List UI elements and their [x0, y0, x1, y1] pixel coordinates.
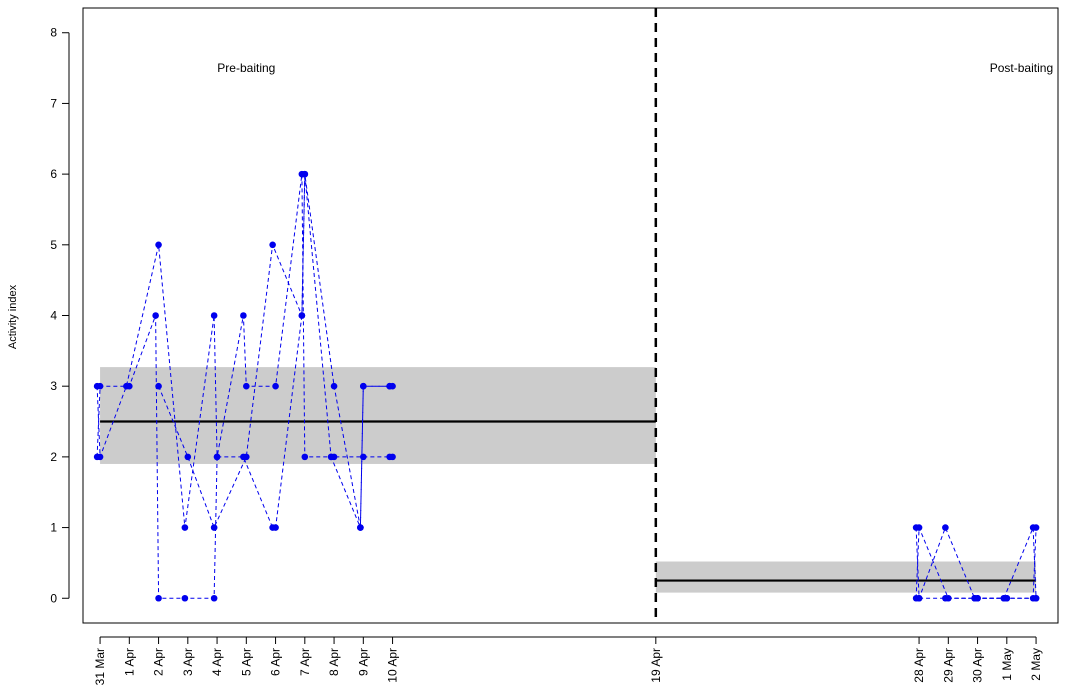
data-point-2-4	[155, 241, 162, 249]
y-tick-label-0: 0	[50, 591, 57, 605]
data-point-1-11	[272, 382, 279, 390]
x-tick-label-2: 1 Apr	[122, 648, 136, 676]
data-point-2-2	[96, 453, 104, 461]
data-point-2-5	[181, 524, 189, 531]
y-tick-label-6: 6	[50, 167, 57, 181]
data-point-2-6	[210, 312, 218, 319]
series-line-2	[96, 174, 393, 529]
data-point-3-2	[184, 453, 192, 461]
data-point-3-6	[298, 312, 306, 319]
data-point-3-1	[155, 382, 162, 390]
x-tick-label-11: 10 Apr	[386, 648, 400, 683]
data-point-2-7	[213, 453, 221, 461]
x-axis: 31 Mar 1 Apr 2 Apr 3 Apr 4 Apr 5 Apr 6 Apr 7 Ap…	[93, 636, 1043, 685]
y-tick-label-1: 1	[50, 521, 57, 535]
x-tick-label-5: 4 Apr	[210, 648, 224, 676]
x-tick-label-17: 2 May	[1029, 648, 1043, 681]
data-point-3-5	[269, 241, 276, 249]
data-point-2-15	[360, 453, 367, 461]
data-point-1-6	[181, 594, 189, 602]
data-point-6-1	[915, 594, 923, 602]
data-point-1-7	[210, 594, 218, 602]
data-point-2-3	[123, 382, 130, 390]
series-lines	[93, 170, 1040, 602]
data-point-2-17	[389, 453, 396, 461]
x-tick-label-7: 6 Apr	[269, 648, 283, 676]
x-tick-label-6: 5 Apr	[239, 648, 253, 676]
x-tick-label-15: 30 Apr	[971, 648, 985, 683]
y-tick-label-8: 8	[50, 26, 57, 40]
y-axis-label: Activity index	[7, 284, 19, 349]
y-tick-label-4: 4	[50, 309, 57, 323]
data-point-1-9	[240, 312, 247, 319]
data-point-6-2	[942, 594, 949, 602]
ci-band-1	[100, 367, 656, 464]
x-tick-label-9: 8 Apr	[327, 648, 341, 676]
data-point-4-3	[942, 524, 949, 531]
x-tick-label-4: 3 Apr	[181, 648, 195, 676]
x-tick-label-12: 19 Apr	[649, 648, 663, 683]
data-point-5-2	[915, 524, 923, 531]
data-point-3-4	[243, 453, 250, 461]
confidence-bands	[100, 367, 1037, 593]
data-point-1-4	[152, 312, 159, 319]
data-point-2-10	[272, 524, 279, 531]
y-tick-label-3: 3	[50, 379, 57, 393]
plot-border	[82, 7, 1059, 624]
period-annotations: Pre-baiting Post-baiting	[217, 61, 1053, 75]
x-tick-label-16: 1 May	[1000, 648, 1014, 681]
data-point-6-3	[974, 594, 981, 602]
pre-baiting-label: Pre-baiting	[217, 61, 275, 75]
data-point-2-14	[330, 453, 338, 461]
data-point-1-10	[243, 382, 250, 390]
y-tick-label-5: 5	[50, 238, 57, 252]
data-point-3-3	[210, 524, 218, 531]
post-baiting-label: Post-baiting	[990, 61, 1053, 75]
data-point-3-7	[301, 170, 309, 178]
data-point-3-12	[389, 382, 396, 390]
x-tick-label-3: 2 Apr	[152, 648, 166, 676]
data-point-1-5	[155, 594, 162, 602]
y-tick-label-2: 2	[50, 450, 57, 464]
plot-frame	[82, 7, 1059, 624]
y-tick-label-7: 7	[50, 96, 57, 110]
x-tick-label-10: 9 Apr	[356, 648, 370, 676]
ci-band-2	[655, 561, 1037, 593]
x-tick-label-14: 29 Apr	[941, 648, 955, 683]
series-line-3	[158, 174, 393, 529]
mean-lines	[100, 420, 1037, 582]
x-tick-label-8: 7 Apr	[298, 648, 312, 676]
data-point-6-5	[1032, 594, 1040, 602]
data-point-2-1	[93, 382, 101, 390]
y-axis: 0 1 2 3 4 5 6 7 8	[50, 26, 70, 605]
data-point-3-10	[360, 382, 367, 390]
data-point-5-9	[1032, 524, 1040, 531]
data-point-6-4	[1003, 594, 1011, 602]
x-tick-label-1: 31 Mar	[93, 648, 107, 685]
data-point-3-8	[330, 382, 338, 390]
data-point-3-9	[357, 524, 364, 531]
x-tick-label-13: 28 Apr	[912, 648, 926, 683]
data-point-1-13	[301, 453, 309, 461]
